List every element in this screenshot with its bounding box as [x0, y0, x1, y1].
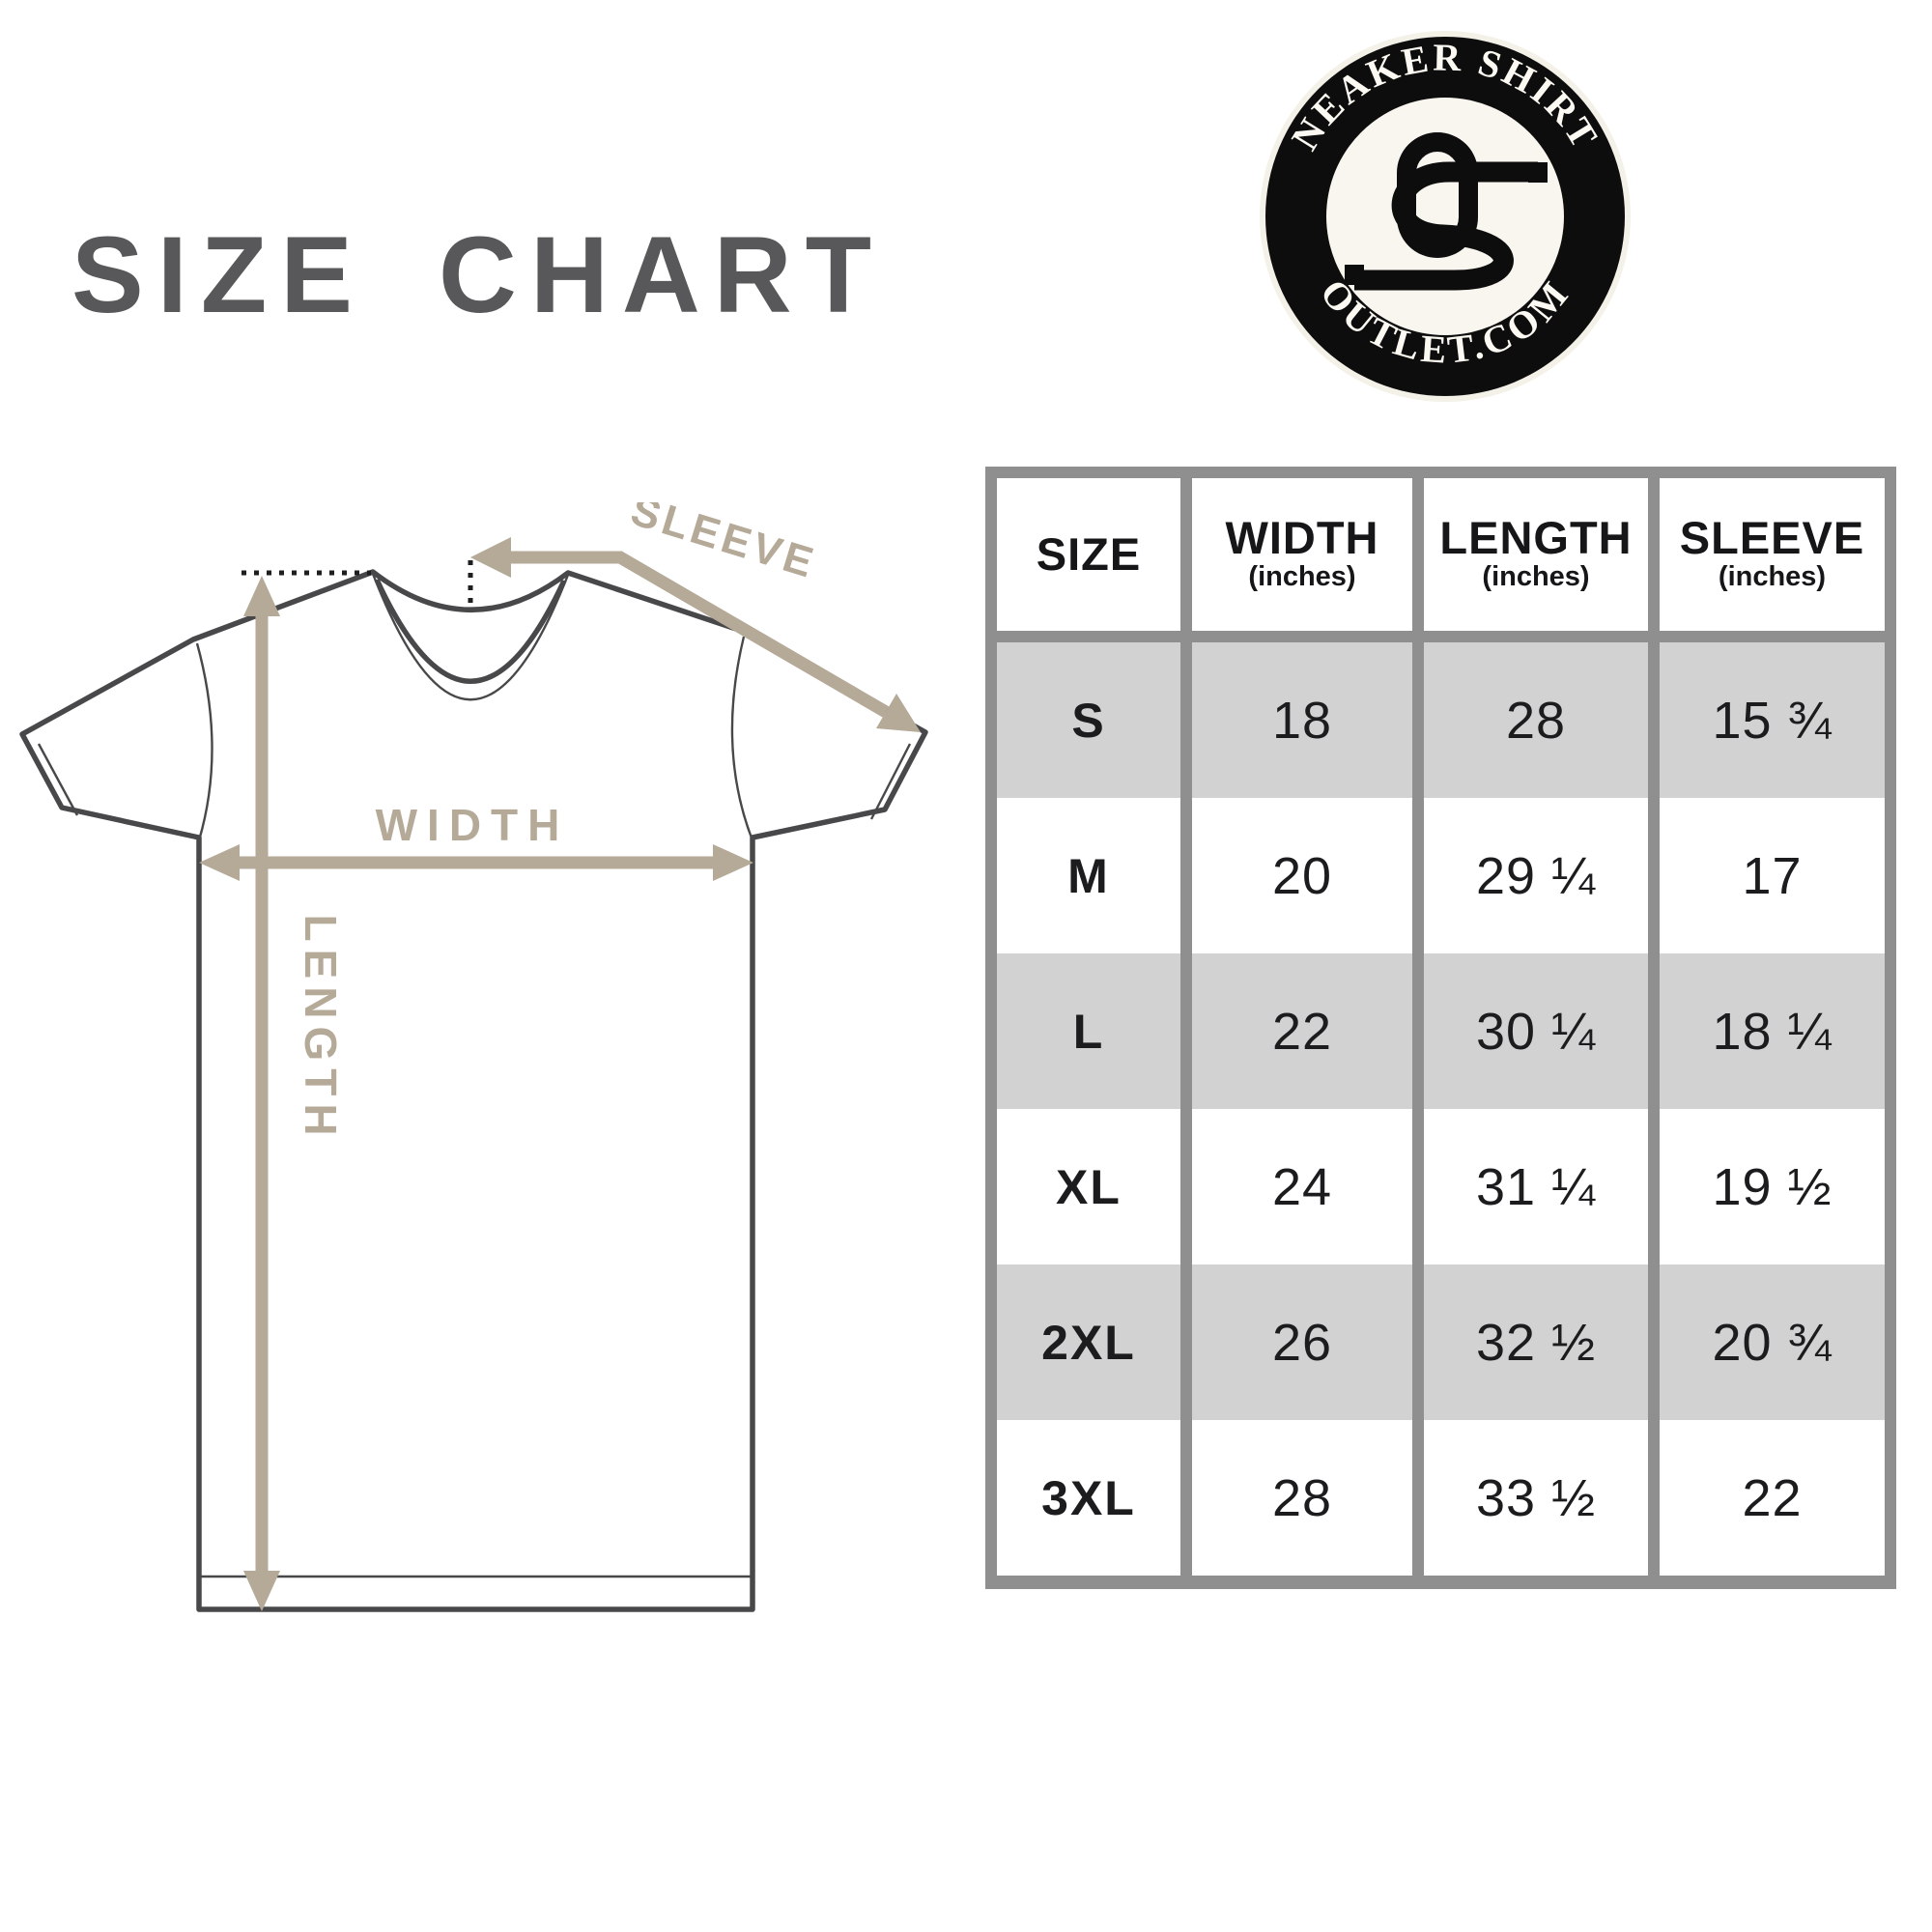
cell-length: 31 ¼ [1424, 1109, 1648, 1264]
cell-width: 28 [1192, 1420, 1412, 1576]
cell-sleeve: 22 [1660, 1420, 1885, 1576]
cell-width: 24 [1192, 1109, 1412, 1264]
cell-length: 29 ¼ [1424, 798, 1648, 953]
left-cuff-seam [37, 743, 79, 816]
cell-size: 3XL [997, 1420, 1180, 1576]
cell-sleeve: 20 ¾ [1660, 1264, 1885, 1420]
cell-size: XL [997, 1109, 1180, 1264]
cell-width: 20 [1192, 798, 1412, 953]
header-length: LENGTH (inches) [1424, 478, 1648, 642]
logo-ss-monogram-icon [1345, 132, 1548, 291]
cell-length: 33 ½ [1424, 1420, 1648, 1576]
width-label: WIDTH [376, 800, 570, 850]
right-cuff-seam [869, 743, 912, 820]
cell-size: L [997, 953, 1180, 1109]
cell-sleeve: 19 ½ [1660, 1109, 1885, 1264]
collar-seam-line [371, 573, 570, 701]
cell-size: M [997, 798, 1180, 953]
sleeve-arrow [470, 537, 921, 732]
cell-length: 30 ¼ [1424, 953, 1648, 1109]
brand-logo: SNEAKER SHIRTS OUTLET.COM [1256, 27, 1631, 402]
cell-sleeve: 17 [1660, 798, 1885, 953]
cell-width: 26 [1192, 1264, 1412, 1420]
cell-sleeve: 18 ¼ [1660, 953, 1885, 1109]
size-table: SIZE WIDTH (inches) LENGTH (inches) SLEE… [985, 467, 1896, 1589]
collar-front-line [374, 578, 567, 684]
header-size: SIZE [997, 478, 1180, 642]
width-arrow [199, 844, 753, 881]
right-armhole-seam [730, 636, 754, 841]
page-title: SIZE CHART [71, 214, 885, 335]
tshirt-diagram: WIDTH LENGTH SLEEVE [19, 502, 928, 1612]
cell-size: 2XL [997, 1264, 1180, 1420]
left-armhole-seam [195, 642, 213, 841]
cell-width: 18 [1192, 642, 1412, 798]
cell-size: S [997, 642, 1180, 798]
cell-sleeve: 15 ¾ [1660, 642, 1885, 798]
tshirt-outline [19, 569, 928, 1612]
cell-length: 28 [1424, 642, 1648, 798]
header-sleeve: SLEEVE (inches) [1660, 478, 1885, 642]
cell-length: 32 ½ [1424, 1264, 1648, 1420]
length-label: LENGTH [296, 914, 346, 1143]
cell-width: 22 [1192, 953, 1412, 1109]
length-arrow [243, 576, 280, 1611]
header-width: WIDTH (inches) [1192, 478, 1412, 642]
